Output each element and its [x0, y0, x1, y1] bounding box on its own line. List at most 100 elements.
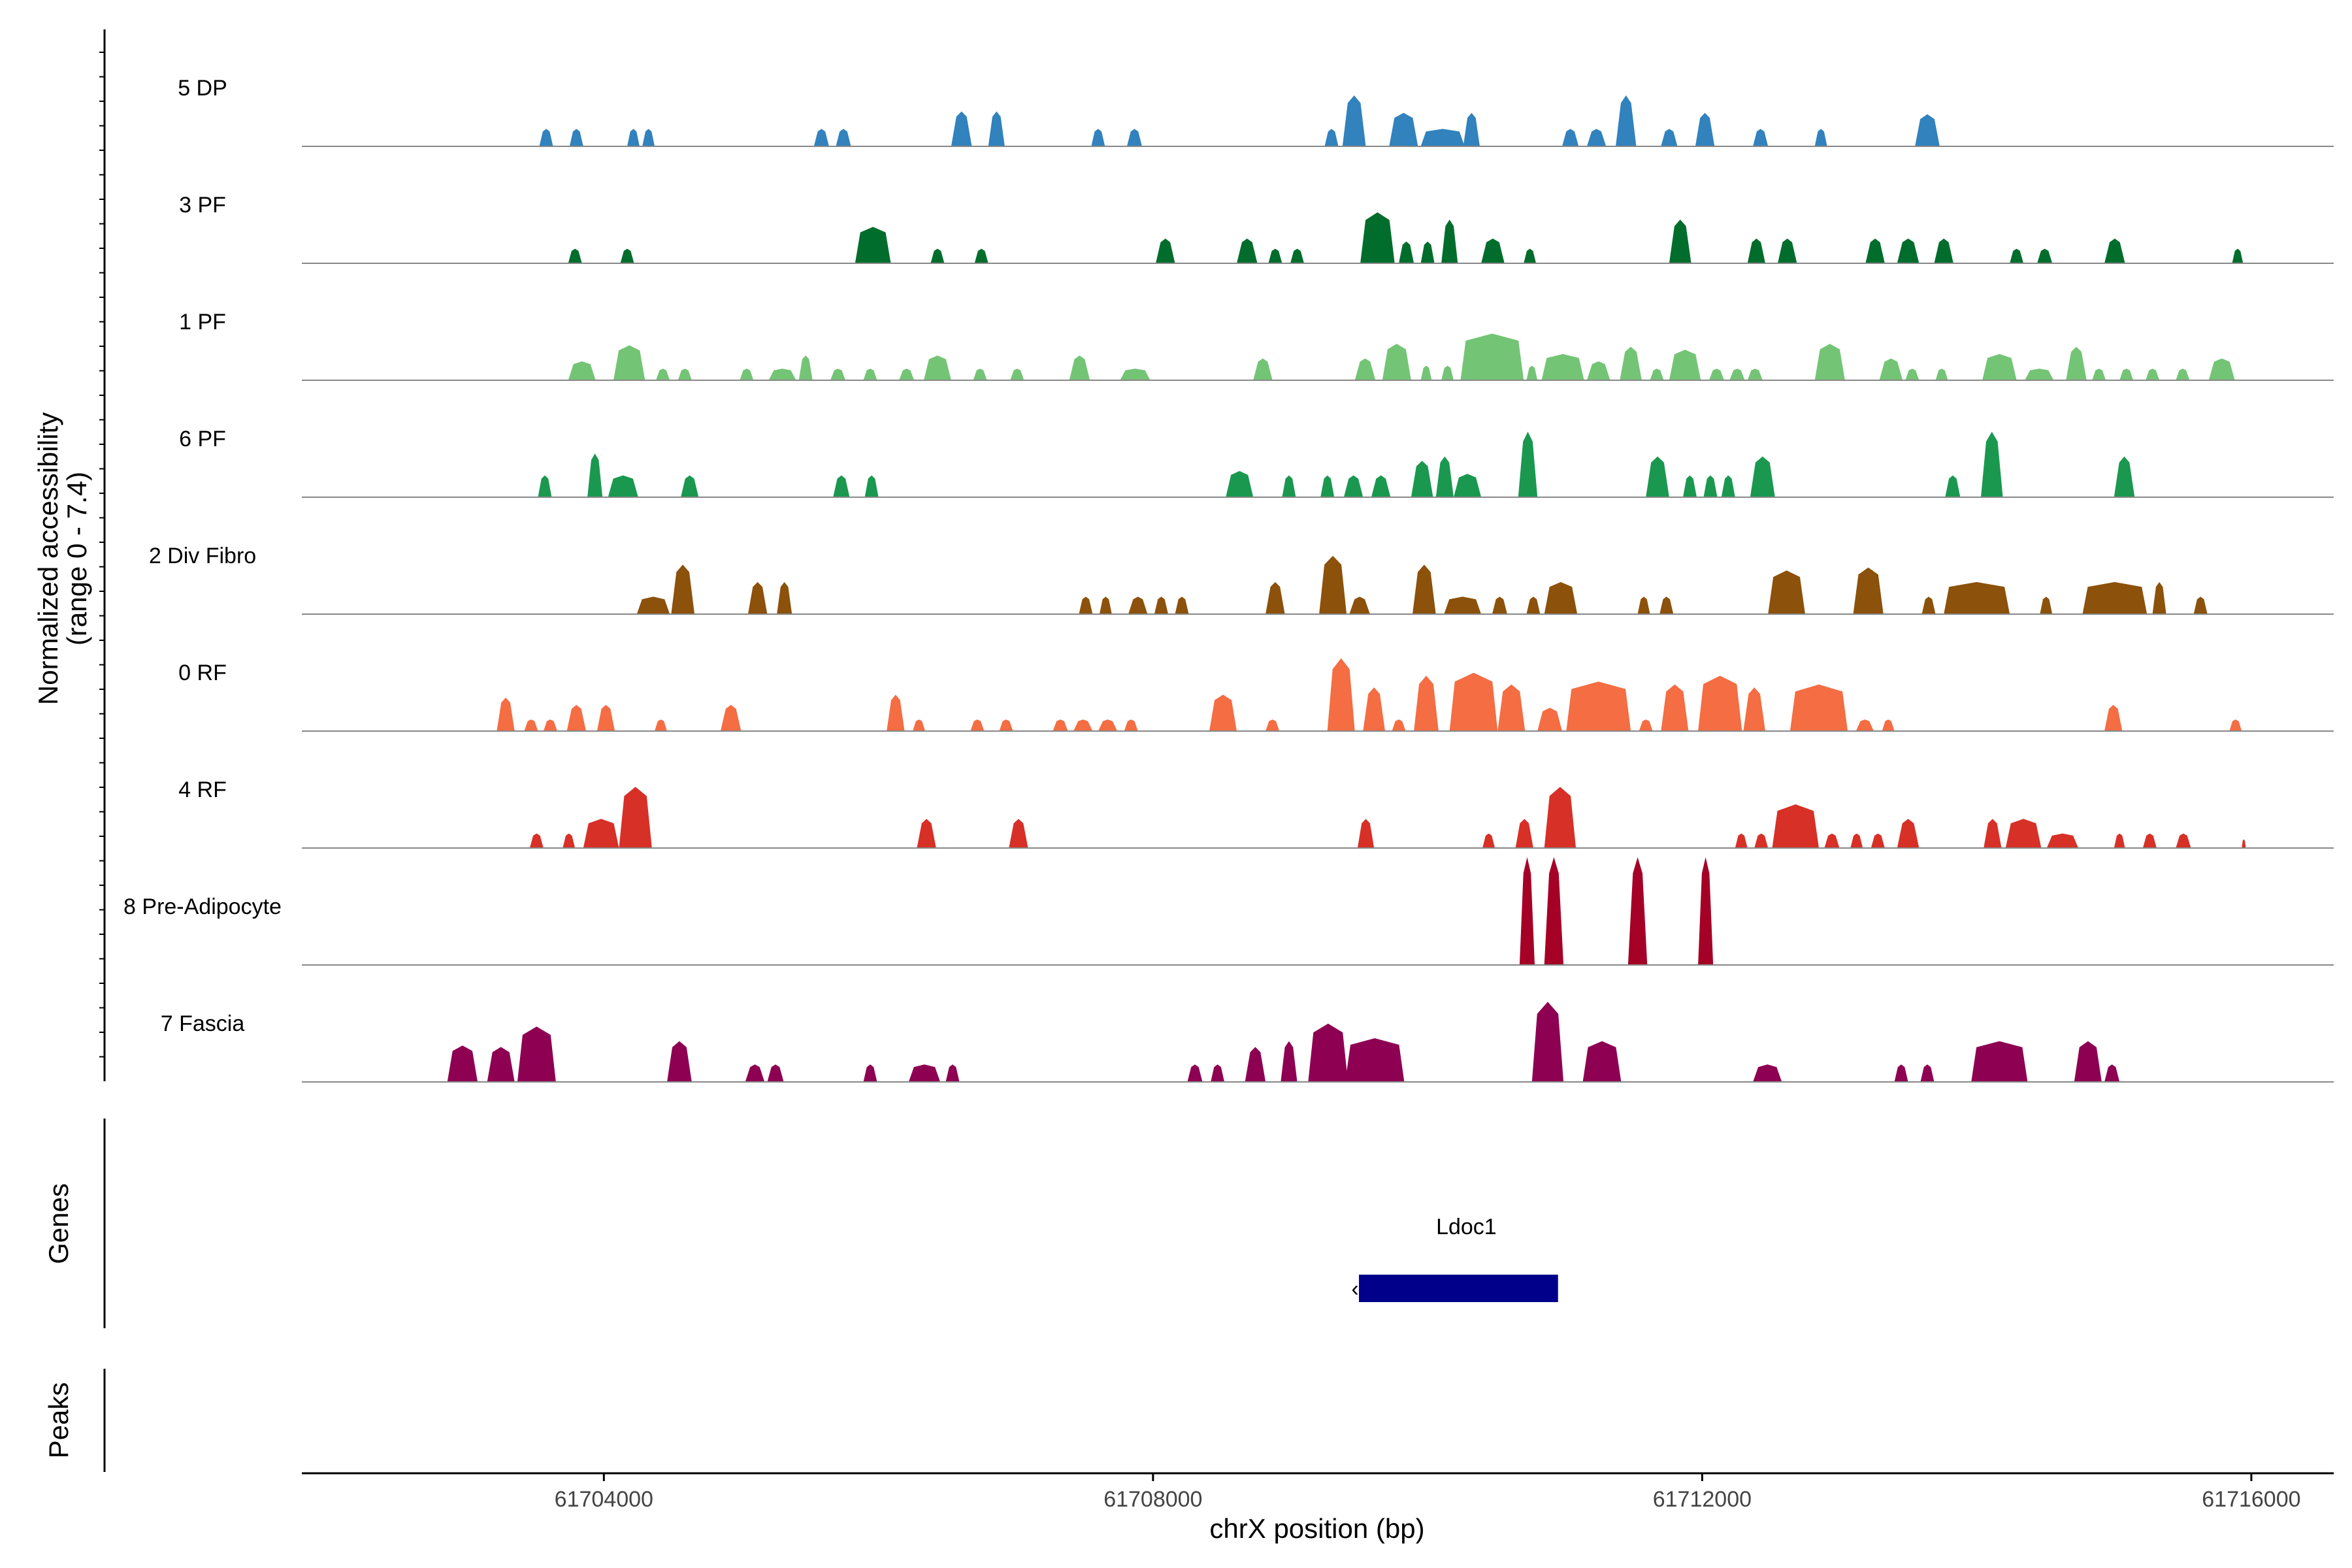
peak-5-dp-20: [1695, 112, 1715, 146]
peak-2-div-fibro-22: [1921, 596, 1936, 614]
peak-1-pf-41: [2176, 368, 2190, 380]
track-6-pf: 6 PF: [179, 427, 2334, 498]
peak-0-rf-29: [1743, 687, 1765, 731]
peak-6-pf-8: [1282, 475, 1296, 497]
peak-2-div-fibro-25: [2082, 581, 2148, 614]
peak-4-rf-19: [2005, 819, 2042, 848]
peak-1-pf-15: [1120, 368, 1151, 380]
peak-4-rf-22: [2142, 833, 2157, 848]
peak-6-pf-15: [1518, 431, 1538, 497]
genes-panel-label: Genes: [43, 1183, 74, 1264]
peak-4-rf-20: [2046, 833, 2079, 848]
peak-0-rf-10: [970, 719, 985, 731]
peak-0-rf-19: [1363, 687, 1385, 731]
peak-0-rf-23: [1497, 684, 1526, 731]
peak-7-fascia-9: [945, 1064, 960, 1082]
peak-2-div-fibro-21: [1853, 567, 1884, 614]
peak-2-div-fibro-4: [777, 581, 792, 614]
coverage-tracks: 5 DP 3 PF 1 PF 6 PF 2 Div Fibro 0 RF 4 RF 8 Pre…: [123, 76, 2334, 1083]
peak-2-div-fibro-11: [1319, 555, 1347, 614]
peak-3-pf-12: [1420, 241, 1435, 263]
peak-3-pf-2: [620, 248, 634, 263]
peak-1-pf-16: [1253, 358, 1273, 380]
peak-1-pf-18: [1382, 344, 1411, 380]
peak-0-rf-4: [566, 704, 586, 731]
peak-5-dp-14: [1420, 129, 1465, 146]
peak-0-rf-21: [1414, 676, 1439, 731]
y-axis-title-line1: Normalized accessibility: [33, 412, 63, 705]
peak-1-pf-33: [1905, 368, 1919, 380]
peak-1-pf-6: [768, 368, 796, 380]
track-label-3-pf: 3 PF: [179, 193, 226, 218]
peak-3-pf-3: [855, 227, 891, 263]
peak-8-pre-adipocyte-3: [1627, 857, 1648, 965]
x-tick-label-61716000: 61716000: [2202, 1487, 2300, 1512]
peak-5-dp-11: [1324, 129, 1339, 146]
peak-2-div-fibro-3: [747, 581, 768, 614]
peak-2-div-fibro-17: [1544, 581, 1578, 614]
peak-1-pf-13: [1010, 368, 1024, 380]
peak-0-rf-27: [1661, 684, 1689, 731]
peak-7-fascia-19: [1894, 1064, 1908, 1082]
peak-2-div-fibro-6: [1099, 596, 1112, 614]
y-axis-title-line2: (range 0 - 7.4): [61, 472, 92, 645]
track-5-dp: 5 DP: [178, 76, 2334, 147]
peak-5-dp-8: [988, 111, 1005, 146]
x-tick-label-61712000: 61712000: [1653, 1487, 1752, 1512]
peak-5-dp-4: [642, 129, 655, 146]
peak-1-pf-2: [613, 345, 645, 380]
peak-7-fascia-18: [1753, 1064, 1782, 1082]
peak-1-pf-21: [1460, 333, 1524, 380]
peak-6-pf-16: [1646, 456, 1669, 497]
peak-2-div-fibro-26: [2152, 581, 2166, 614]
peak-3-pf-4: [930, 248, 945, 263]
peak-2-div-fibro-2: [671, 564, 694, 614]
peak-6-pf-12: [1411, 461, 1433, 497]
peak-3-pf-8: [1268, 248, 1282, 263]
peak-2-div-fibro-7: [1128, 596, 1148, 614]
track-8-pre-adipocyte: 8 Pre-Adipocyte: [123, 857, 2334, 966]
peak-3-pf-6: [1156, 238, 1175, 263]
peak-7-fascia-20: [1920, 1064, 1935, 1082]
ldoc1-strand-arrow: ‹: [1351, 1277, 1358, 1301]
peak-1-pf-4: [678, 368, 692, 380]
track-3-pf: 3 PF: [179, 193, 2334, 264]
track-2-div-fibro: 2 Div Fibro: [149, 544, 2334, 615]
peak-5-dp-13: [1389, 112, 1418, 146]
peak-0-rf-31: [1855, 719, 1874, 731]
peak-7-fascia-4: [667, 1041, 692, 1082]
peak-4-rf-12: [1754, 833, 1769, 848]
peak-3-pf-25: [2232, 248, 2244, 263]
peak-1-pf-39: [2119, 368, 2134, 380]
peak-1-pf-23: [1541, 353, 1584, 380]
peak-8-pre-adipocyte-1: [1519, 857, 1535, 965]
peak-4-rf-8: [1482, 833, 1495, 848]
peak-6-pf-5: [833, 475, 850, 497]
peak-0-rf-25: [1566, 681, 1631, 731]
peak-2-div-fibro-16: [1526, 596, 1541, 614]
peak-0-rf-24: [1537, 708, 1562, 731]
peak-5-dp-10: [1126, 129, 1142, 146]
x-axis-ticks: 61704000 61708000 61712000 61716000: [555, 1473, 2301, 1512]
peak-4-rf-4: [619, 787, 652, 848]
peak-1-pf-28: [1708, 368, 1724, 380]
track-7-fascia: 7 Fascia: [161, 1002, 2334, 1083]
peak-3-pf-14: [1481, 238, 1505, 263]
peak-4-rf-21: [2114, 833, 2125, 848]
peak-5-dp-6: [836, 129, 851, 146]
peak-0-rf-11: [999, 719, 1013, 731]
y-axis-title: Normalized accessibility (range 0 - 7.4): [33, 412, 92, 705]
peak-1-pf-29: [1729, 368, 1745, 380]
peak-6-pf-3: [608, 475, 638, 497]
peak-3-pf-7: [1237, 238, 1258, 263]
peak-1-pf-26: [1650, 368, 1664, 380]
peak-2-div-fibro-20: [1768, 570, 1805, 614]
peak-8-pre-adipocyte-4: [1698, 857, 1714, 965]
peak-0-rf-22: [1449, 672, 1498, 731]
peak-6-pf-6: [864, 475, 879, 497]
peak-0-rf-14: [1098, 719, 1118, 731]
peak-4-rf-9: [1515, 819, 1533, 848]
peak-7-fascia-2: [487, 1047, 515, 1082]
x-axis-title: chrX position (bp): [1209, 1513, 1424, 1544]
peak-3-pf-11: [1399, 241, 1414, 263]
